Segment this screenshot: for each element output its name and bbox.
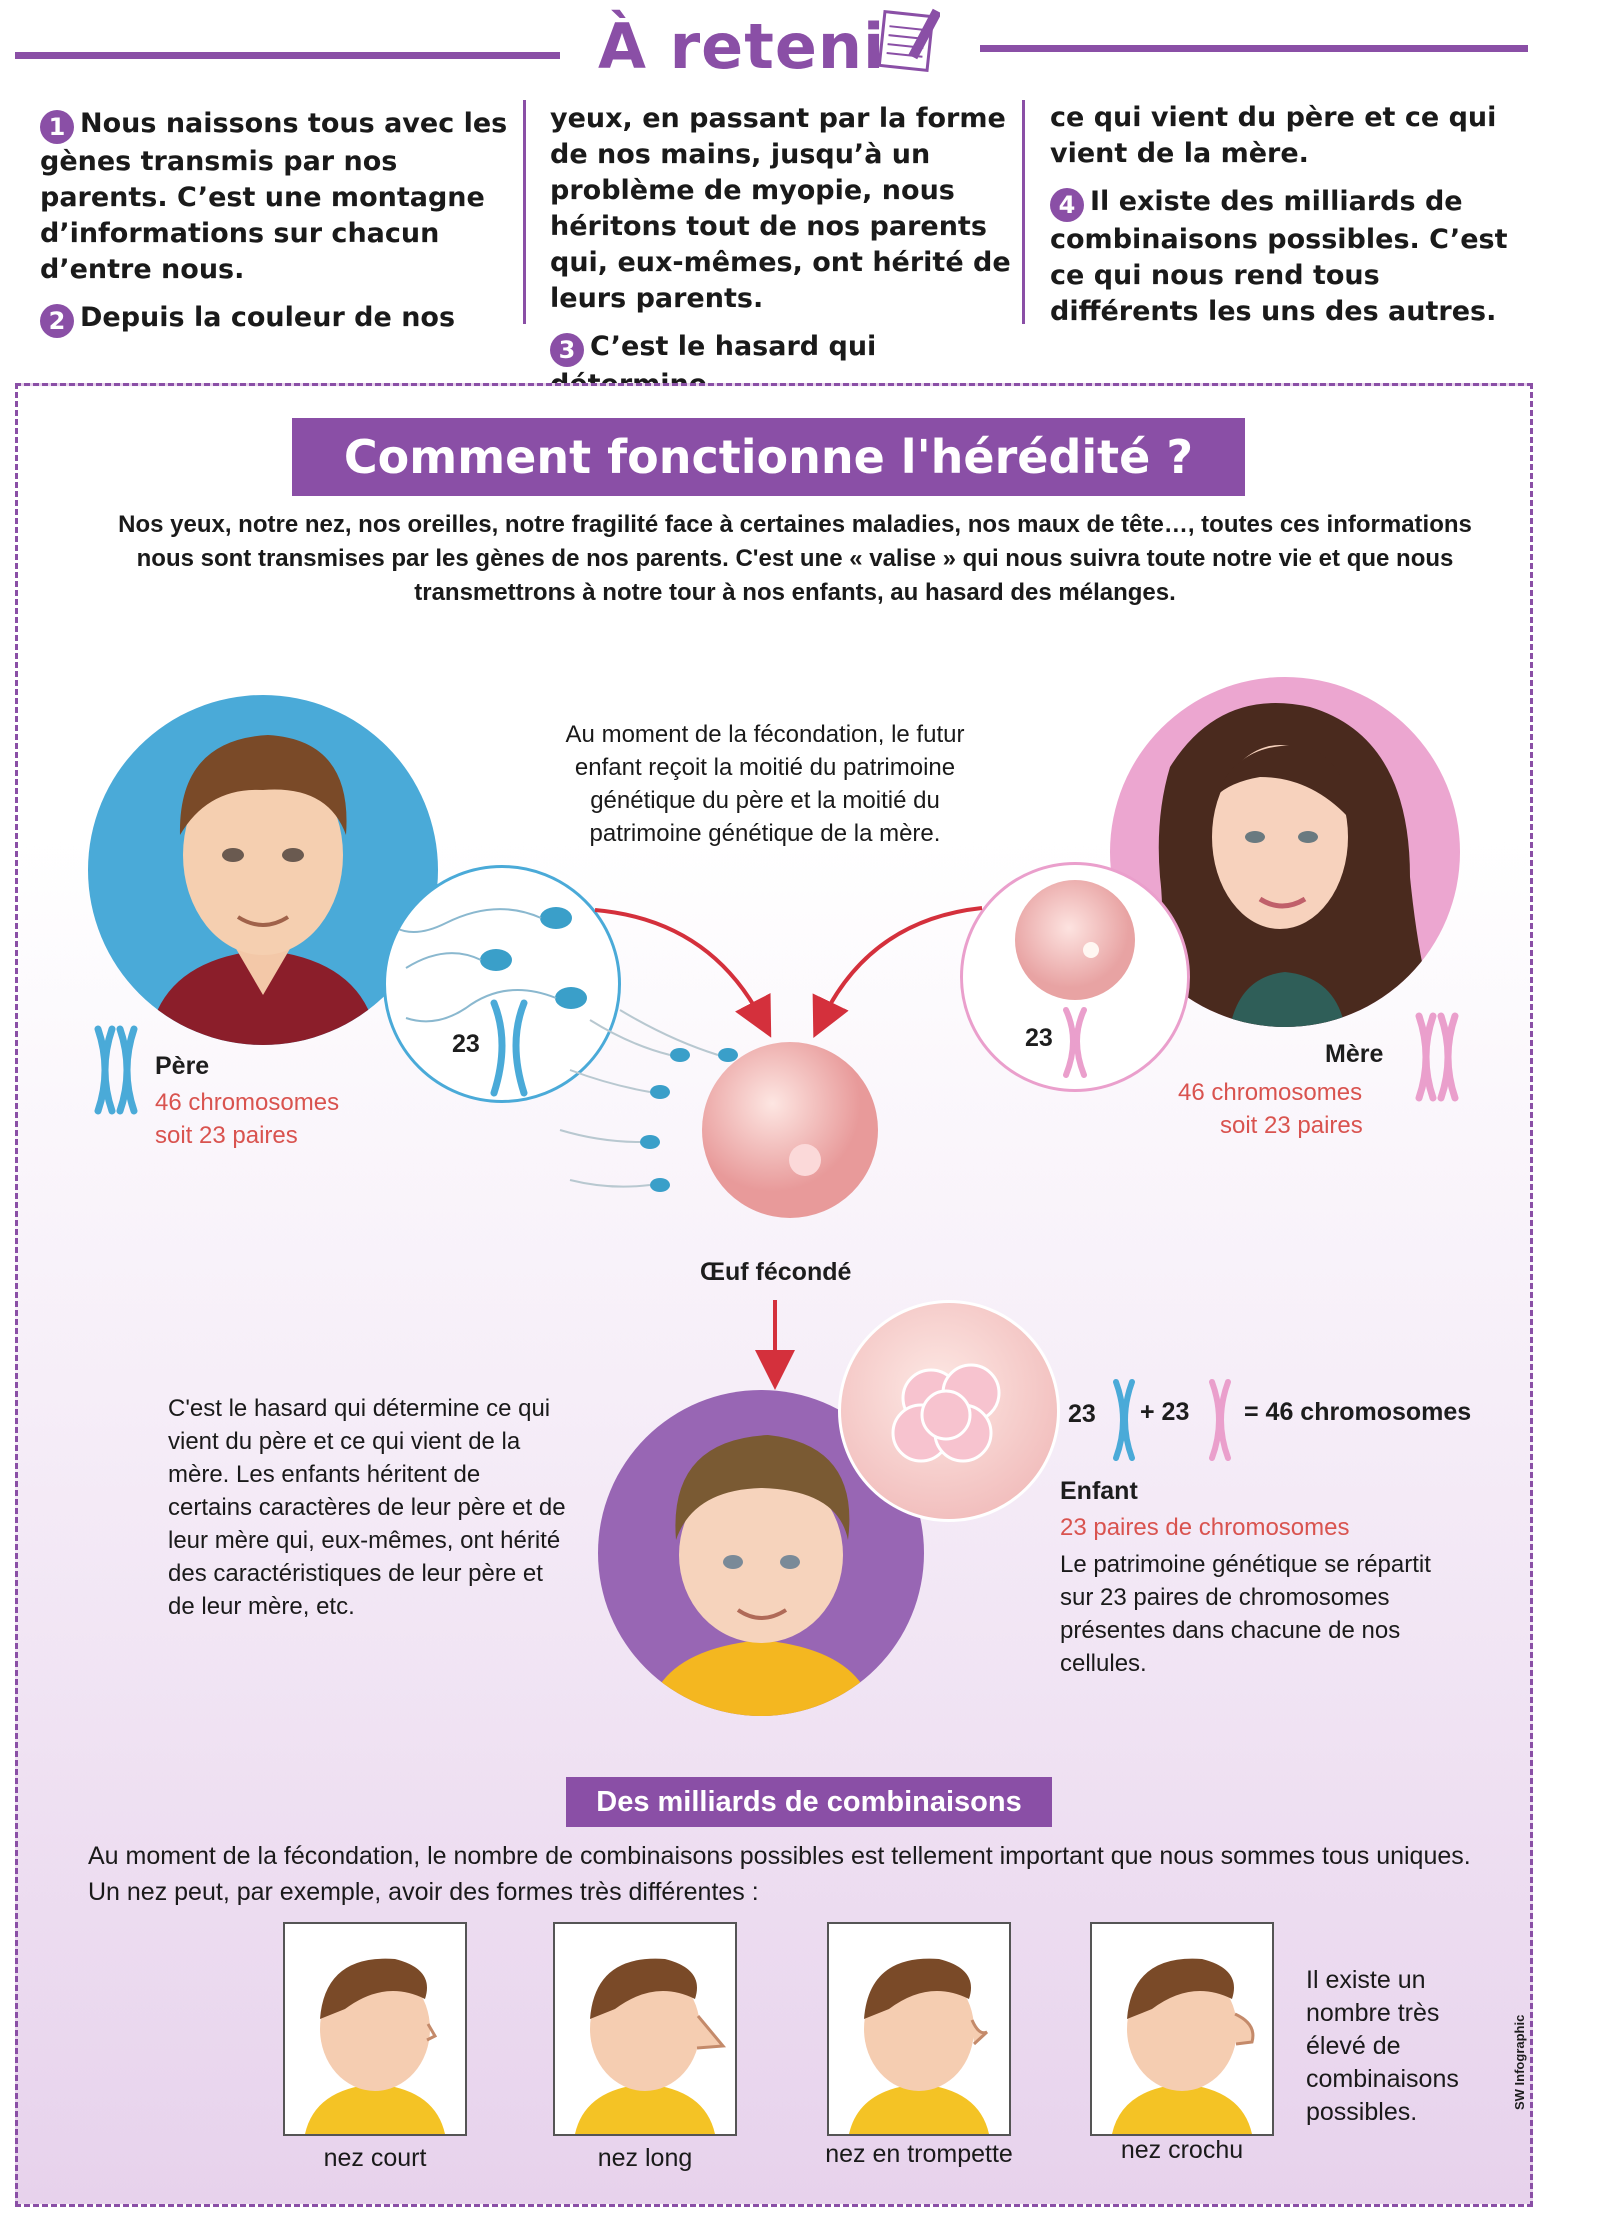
equation-mother-count: + 23 — [1140, 1398, 1190, 1426]
header-rule-right — [980, 45, 1528, 52]
panel-title: Comment fonctionne l'hérédité ? — [292, 418, 1245, 496]
sperm-zoom-circle — [383, 865, 621, 1103]
equation-father-count: 23 — [1068, 1400, 1096, 1428]
retenir-item-4: Il existe des milliards de combinaisons … — [1050, 186, 1508, 327]
father-chromosome-icon — [94, 1025, 138, 1115]
number-badge: 4 — [1050, 188, 1084, 222]
retenir-item-2: Depuis la couleur de nos — [80, 302, 456, 333]
egg-label: Œuf fécondé — [700, 1258, 852, 1286]
fecondation-arrows — [559, 906, 983, 1390]
nose-card-hooked — [1090, 1922, 1274, 2136]
retenir-item-1: Nous naissons tous avec les gènes transm… — [40, 108, 508, 285]
number-badge: 2 — [40, 304, 74, 338]
credit: SW Infographic — [1512, 2014, 1527, 2110]
retenir-column-1: 1 Nous naissons tous avec les gènes trans… — [40, 106, 510, 350]
number-badge: 1 — [40, 110, 74, 144]
equation-result: = 46 chromosomes — [1244, 1398, 1472, 1426]
child-label: Enfant — [1060, 1477, 1138, 1505]
mother-chromosome-icon — [1415, 1012, 1459, 1102]
father-portrait — [88, 695, 438, 1045]
intro-text: Nos yeux, notre nez, nos oreilles, notre… — [118, 511, 1472, 606]
header-rule-left — [15, 52, 560, 59]
chromosome-icon-blue — [1113, 1379, 1135, 1461]
number-badge: 3 — [550, 333, 584, 367]
father-label: Père — [155, 1052, 210, 1080]
father-pairs: soit 23 paires — [155, 1122, 298, 1149]
nose-card-short — [283, 1922, 467, 2136]
retenir-column-2: yeux, en passant par la forme de nos mai… — [550, 101, 1020, 415]
mother-count: 23 — [1025, 1024, 1053, 1052]
mother-label: Mère — [1325, 1040, 1384, 1068]
child-text: Le patrimoine génétique se répartit sur … — [1060, 1551, 1431, 1677]
combinations-title: Des milliards de combinaisons — [566, 1777, 1052, 1827]
mother-pairs: soit 23 paires — [1220, 1112, 1363, 1139]
hasard-text: C'est le hasard qui détermine ce qui vie… — [168, 1395, 566, 1620]
mother-portrait — [1110, 677, 1460, 1027]
chromosome-icon-pink — [1209, 1379, 1231, 1461]
retenir-item-3-cont: ce qui vient du père et ce qui vient de … — [1050, 102, 1497, 169]
column-divider — [1022, 100, 1025, 324]
notepad-icon — [877, 8, 940, 72]
nose-label-long: nez long — [597, 2144, 693, 2172]
column-divider — [523, 100, 526, 324]
father-chromosomes: 46 chromosomes — [155, 1089, 340, 1116]
retenir-column-3: ce qui vient du père et ce qui vient de … — [1050, 100, 1520, 342]
fecondation-text: Au moment de la fécondation, le futur en… — [565, 721, 965, 847]
cell-division-circle — [838, 1300, 1060, 1522]
combinations-text: Au moment de la fécondation, le nombre d… — [88, 1842, 1471, 1906]
retenir-item-2-cont: yeux, en passant par la forme de nos mai… — [550, 103, 1011, 314]
nose-label-short: nez court — [323, 2144, 427, 2172]
father-count: 23 — [452, 1030, 480, 1058]
nose-card-long — [553, 1922, 737, 2136]
nose-label-hooked: nez crochu — [1120, 2136, 1244, 2164]
child-pairs: 23 paires de chromosomes — [1060, 1514, 1350, 1541]
mother-chromosomes: 46 chromosomes — [1178, 1079, 1363, 1106]
nose-label-trumpet: nez en trompette — [825, 2140, 1013, 2168]
combinations-note: Il existe un nombre très élevé de combin… — [1306, 1966, 1459, 2126]
nose-card-trumpet — [827, 1922, 1011, 2136]
ovum-zoom-circle — [960, 862, 1190, 1092]
header-title: À retenir — [598, 10, 917, 83]
